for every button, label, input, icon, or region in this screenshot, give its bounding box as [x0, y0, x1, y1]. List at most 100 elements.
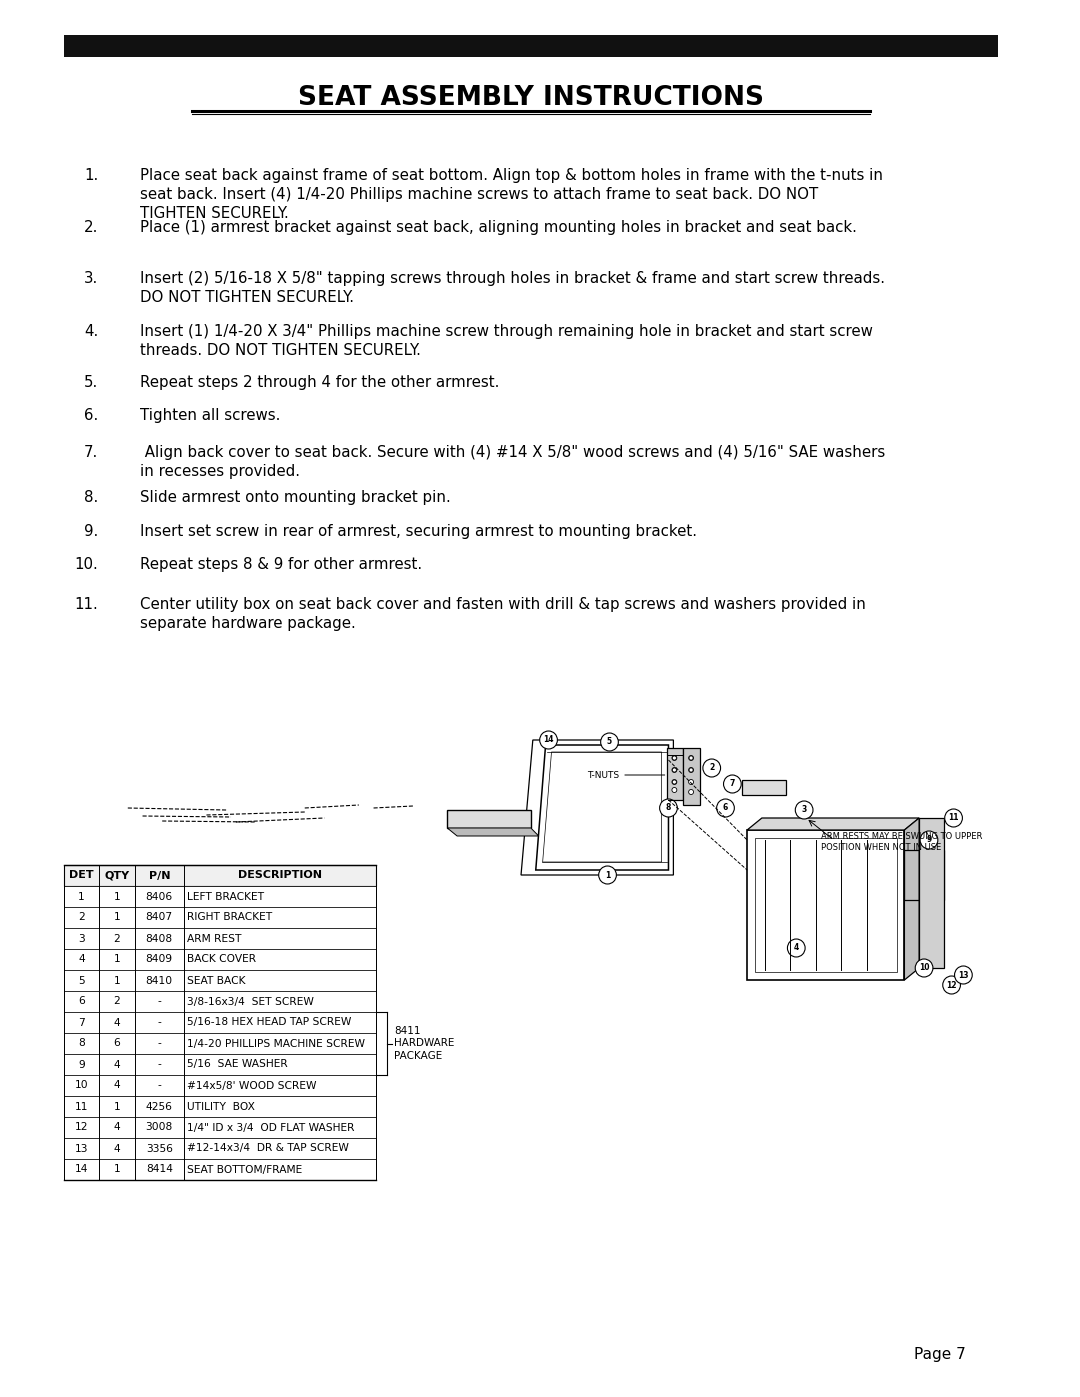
Polygon shape — [447, 828, 539, 835]
Text: Place seat back against frame of seat bottom. Align top & bottom holes in frame : Place seat back against frame of seat bo… — [139, 168, 882, 221]
Text: RIGHT BRACKET: RIGHT BRACKET — [187, 912, 272, 922]
Circle shape — [672, 756, 677, 760]
Text: 4: 4 — [113, 1017, 120, 1028]
Text: SEAT ASSEMBLY INSTRUCTIONS: SEAT ASSEMBLY INSTRUCTIONS — [298, 85, 764, 110]
Text: 8406: 8406 — [146, 891, 173, 901]
Text: 8: 8 — [665, 803, 671, 813]
Text: #14x5/8' WOOD SCREW: #14x5/8' WOOD SCREW — [187, 1080, 316, 1091]
Text: #12-14x3/4  DR & TAP SCREW: #12-14x3/4 DR & TAP SCREW — [187, 1144, 349, 1154]
Circle shape — [955, 965, 972, 983]
Text: 1: 1 — [113, 912, 120, 922]
Text: Page 7: Page 7 — [915, 1348, 966, 1362]
Text: 5: 5 — [78, 975, 85, 985]
Text: 10: 10 — [75, 1080, 89, 1091]
Text: 5/16-18 HEX HEAD TAP SCREW: 5/16-18 HEX HEAD TAP SCREW — [187, 1017, 351, 1028]
Text: 1: 1 — [113, 954, 120, 964]
Text: 9.: 9. — [84, 524, 98, 539]
Polygon shape — [904, 819, 919, 981]
Circle shape — [915, 958, 933, 977]
Polygon shape — [742, 780, 786, 795]
Text: Repeat steps 8 & 9 for other armrest.: Repeat steps 8 & 9 for other armrest. — [139, 557, 421, 571]
Text: 12: 12 — [946, 981, 957, 989]
Text: 13: 13 — [75, 1144, 89, 1154]
Text: 8409: 8409 — [146, 954, 173, 964]
Text: 4.: 4. — [84, 324, 98, 339]
Polygon shape — [919, 819, 944, 968]
Circle shape — [540, 731, 557, 749]
Text: -: - — [158, 1038, 161, 1049]
Text: 2: 2 — [113, 933, 120, 943]
Circle shape — [717, 799, 734, 817]
Bar — [64, 970, 376, 990]
Bar — [64, 1097, 376, 1118]
Text: QTY: QTY — [105, 870, 130, 880]
Text: 8: 8 — [78, 1038, 85, 1049]
Text: 2: 2 — [78, 912, 85, 922]
Text: 8410: 8410 — [146, 975, 173, 985]
Bar — [64, 928, 376, 949]
Circle shape — [660, 799, 677, 817]
Text: 1: 1 — [78, 891, 85, 901]
Circle shape — [703, 759, 720, 777]
Circle shape — [672, 767, 677, 773]
Text: Insert (1) 1/4-20 X 3/4" Phillips machine screw through remaining hole in bracke: Insert (1) 1/4-20 X 3/4" Phillips machin… — [139, 324, 873, 358]
Text: 2.: 2. — [84, 219, 98, 235]
Circle shape — [689, 756, 693, 760]
Text: 1.: 1. — [84, 168, 98, 183]
Text: 8411
HARDWARE
PACKAGE: 8411 HARDWARE PACKAGE — [394, 1027, 455, 1060]
Text: 4: 4 — [794, 943, 799, 953]
Text: 11: 11 — [75, 1101, 89, 1112]
Text: 3: 3 — [801, 806, 807, 814]
Circle shape — [943, 977, 960, 995]
Text: 3/8-16x3/4  SET SCREW: 3/8-16x3/4 SET SCREW — [187, 996, 313, 1006]
Text: 9: 9 — [78, 1059, 85, 1070]
Text: LEFT BRACKET: LEFT BRACKET — [187, 891, 264, 901]
Text: 8.: 8. — [84, 490, 98, 504]
Polygon shape — [684, 747, 700, 805]
Text: SEAT BACK: SEAT BACK — [187, 975, 245, 985]
Text: DESCRIPTION: DESCRIPTION — [238, 870, 322, 880]
Text: 6: 6 — [113, 1038, 120, 1049]
Circle shape — [920, 831, 937, 849]
Text: Place (1) armrest bracket against seat back, aligning mounting holes in bracket : Place (1) armrest bracket against seat b… — [139, 219, 856, 235]
Text: 6.: 6. — [84, 408, 98, 423]
Circle shape — [689, 780, 693, 785]
Bar — [64, 1118, 376, 1139]
Text: SEAT BOTTOM/FRAME: SEAT BOTTOM/FRAME — [187, 1165, 302, 1175]
Text: 12: 12 — [75, 1123, 89, 1133]
Polygon shape — [447, 810, 531, 828]
Circle shape — [600, 733, 619, 752]
Text: -: - — [158, 1059, 161, 1070]
Text: 8408: 8408 — [146, 933, 173, 943]
Text: 5: 5 — [607, 738, 612, 746]
Text: Center utility box on seat back cover and fasten with drill & tap screws and was: Center utility box on seat back cover an… — [139, 597, 865, 631]
Text: -: - — [158, 1080, 161, 1091]
Text: 7: 7 — [730, 780, 735, 788]
Bar — [64, 1011, 376, 1032]
Bar — [64, 990, 376, 1011]
Text: P/N: P/N — [149, 870, 170, 880]
Text: 4: 4 — [113, 1144, 120, 1154]
Text: 5/16  SAE WASHER: 5/16 SAE WASHER — [187, 1059, 287, 1070]
Text: DET: DET — [69, 870, 94, 880]
Bar — [64, 886, 376, 907]
Bar — [64, 1076, 376, 1097]
Text: 1: 1 — [605, 870, 610, 880]
Circle shape — [598, 866, 617, 884]
Circle shape — [689, 767, 693, 773]
Text: ARM RESTS MAY BE SWUNG TO UPPER
POSITION WHEN NOT IN USE: ARM RESTS MAY BE SWUNG TO UPPER POSITION… — [821, 833, 982, 852]
Text: 6: 6 — [78, 996, 85, 1006]
Bar — [64, 1160, 376, 1180]
Text: Insert set screw in rear of armrest, securing armrest to mounting bracket.: Insert set screw in rear of armrest, sec… — [139, 524, 697, 539]
Text: 1/4" ID x 3/4  OD FLAT WASHER: 1/4" ID x 3/4 OD FLAT WASHER — [187, 1123, 354, 1133]
Text: 1/4-20 PHILLIPS MACHINE SCREW: 1/4-20 PHILLIPS MACHINE SCREW — [187, 1038, 365, 1049]
Text: 4: 4 — [113, 1123, 120, 1133]
Text: 3: 3 — [78, 933, 85, 943]
Text: BACK COVER: BACK COVER — [187, 954, 256, 964]
Text: T-NUTS: T-NUTS — [588, 771, 664, 780]
Text: UTILITY  BOX: UTILITY BOX — [187, 1101, 255, 1112]
Text: 5.: 5. — [84, 374, 98, 390]
Circle shape — [672, 788, 677, 792]
Text: 11: 11 — [948, 813, 959, 823]
Circle shape — [795, 800, 813, 819]
